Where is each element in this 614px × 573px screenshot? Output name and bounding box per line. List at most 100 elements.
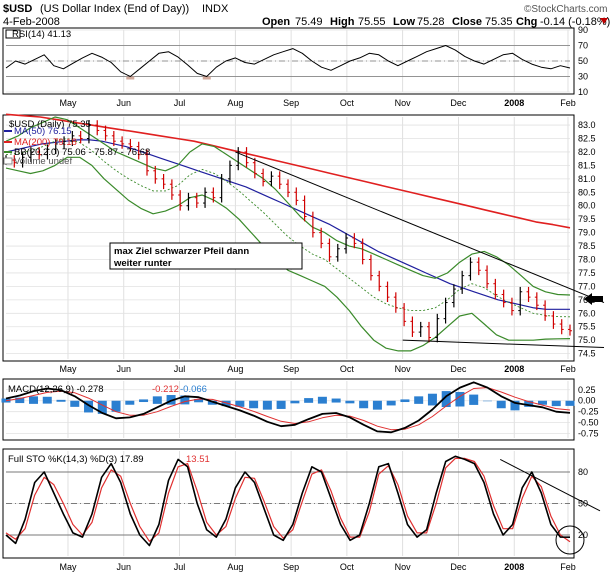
- x-tick-label: Oct: [340, 98, 355, 108]
- y-tick-label: 78.0: [578, 255, 596, 265]
- macd-histogram-bar: [15, 397, 25, 404]
- low-value: 75.28: [417, 16, 445, 28]
- macd-histogram-bar: [441, 391, 451, 408]
- y-tick-label: 70: [578, 41, 588, 51]
- macd-histogram-bar: [180, 395, 190, 405]
- x-tick-label: Aug: [227, 562, 243, 572]
- x-tick-label: Jul: [174, 364, 186, 374]
- x-tick-label: Dec: [450, 562, 467, 572]
- y-tick-label: 80.0: [578, 201, 596, 211]
- y-tick-label: 80: [578, 467, 588, 477]
- macd-histogram-bar: [510, 400, 520, 411]
- x-tick-label: Nov: [395, 364, 412, 374]
- rsi-legend-swatch: [5, 29, 21, 39]
- price-trendline: [235, 151, 605, 303]
- bb-middle-line: [5, 138, 571, 318]
- y-tick-label: -0.50: [578, 418, 599, 428]
- y-tick-label: 75.5: [578, 322, 596, 332]
- x-tick-label: Dec: [450, 98, 467, 108]
- y-tick-label: 82.0: [578, 147, 596, 157]
- macd-histogram-bar: [84, 400, 94, 413]
- high-value: 75.55: [358, 16, 386, 28]
- x-tick-label: Feb: [560, 98, 576, 108]
- y-tick-label: -0.25: [578, 407, 599, 417]
- sto-d-line: [5, 457, 571, 543]
- sto-k-line: [5, 455, 571, 547]
- watermark: ©StockCharts.com: [524, 4, 608, 15]
- macd-line: [5, 381, 571, 434]
- macd-histogram-bar: [276, 400, 286, 409]
- macd-histogram-bar: [152, 396, 162, 404]
- y-tick-label: 77.0: [578, 281, 596, 291]
- chg-value: -0.14 (-0.18%): [540, 16, 610, 28]
- y-tick-label: 79.0: [578, 228, 596, 238]
- y-tick-label: 77.5: [578, 268, 596, 278]
- x-tick-label: Sep: [283, 562, 299, 572]
- rsi-oversold-fill: [126, 76, 135, 80]
- sto-highlight-circle: [555, 525, 585, 555]
- x-tick-label: Jun: [117, 364, 132, 374]
- x-tick-label: Jul: [174, 98, 186, 108]
- macd-histogram-bar: [496, 400, 506, 409]
- x-tick-label: 2008: [504, 562, 524, 572]
- macd-histogram-bar: [359, 400, 369, 409]
- symbol-description: (US Dollar Index (End of Day)): [40, 3, 189, 15]
- macd-histogram-bar: [345, 400, 355, 404]
- x-tick-label: Aug: [227, 364, 243, 374]
- y-tick-label: 30: [578, 72, 588, 82]
- chg-label: Chg: [516, 16, 537, 28]
- y-tick-label: 82.5: [578, 134, 596, 144]
- x-tick-label: May: [59, 364, 77, 374]
- exchange-label: INDX: [202, 3, 229, 15]
- macd-histogram-bar: [427, 393, 437, 406]
- macd-legend-signal: -0.212: [152, 384, 179, 395]
- macd-histogram-bar: [551, 400, 561, 407]
- y-tick-label: 50: [578, 56, 588, 66]
- macd-histogram-bar: [482, 400, 492, 402]
- annotation-line-1: max Ziel schwarzer Pfeil dann: [114, 246, 249, 257]
- close-value: 75.35: [485, 16, 513, 28]
- price-title: $USD (Daily) 75.35: [9, 119, 91, 130]
- macd-histogram-bar: [194, 398, 204, 403]
- y-tick-label: 80.5: [578, 187, 596, 197]
- x-tick-label: Nov: [395, 98, 412, 108]
- y-tick-label: 75.0: [578, 335, 596, 345]
- ma50-legend: MA(50) 76.15: [14, 126, 72, 137]
- macd-legend-hist: -0.066: [180, 384, 207, 395]
- dropdown-arrow-icon: [600, 18, 608, 24]
- y-tick-label: 50: [578, 499, 588, 509]
- macd-histogram-bar: [29, 396, 39, 404]
- x-tick-label: May: [59, 562, 77, 572]
- macd-histogram-bar: [70, 400, 80, 407]
- macd-histogram-bar: [97, 400, 107, 414]
- macd-legend-main: MACD(12,26,9) -0.278: [8, 384, 104, 395]
- y-tick-label: 81.0: [578, 174, 596, 184]
- open-label: Open: [262, 16, 290, 28]
- date-label: 4-Feb-2008: [3, 16, 60, 28]
- macd-histogram-bar: [386, 400, 396, 406]
- macd-histogram-bar: [317, 396, 327, 404]
- macd-histogram-bar: [290, 400, 300, 404]
- target-arrow-icon: [584, 293, 603, 305]
- macd-histogram-bar: [414, 396, 424, 404]
- macd-histogram-bar: [42, 396, 52, 404]
- y-tick-label: 83.0: [578, 120, 596, 130]
- macd-histogram-bar: [331, 398, 341, 403]
- macd-histogram-bar: [469, 394, 479, 405]
- symbol-label: $USD: [3, 3, 32, 15]
- macd-histogram-bar: [537, 400, 547, 405]
- close-label: Close: [452, 16, 482, 28]
- macd-histogram-bar: [304, 398, 314, 403]
- y-tick-label: 76.0: [578, 308, 596, 318]
- y-tick-label: 0.00: [578, 396, 596, 406]
- x-tick-label: Sep: [283, 364, 299, 374]
- x-tick-label: Jul: [174, 562, 186, 572]
- annotation-box: [109, 242, 303, 270]
- x-tick-label: Oct: [340, 562, 355, 572]
- x-tick-label: 2008: [504, 364, 524, 374]
- bb-legend: BB(20,2.0) 75.06 - 75.87 - 76.68: [14, 147, 150, 158]
- volume-legend: Volume undef: [14, 156, 72, 167]
- y-tick-label: 0.25: [578, 385, 596, 395]
- y-tick-label: 79.5: [578, 214, 596, 224]
